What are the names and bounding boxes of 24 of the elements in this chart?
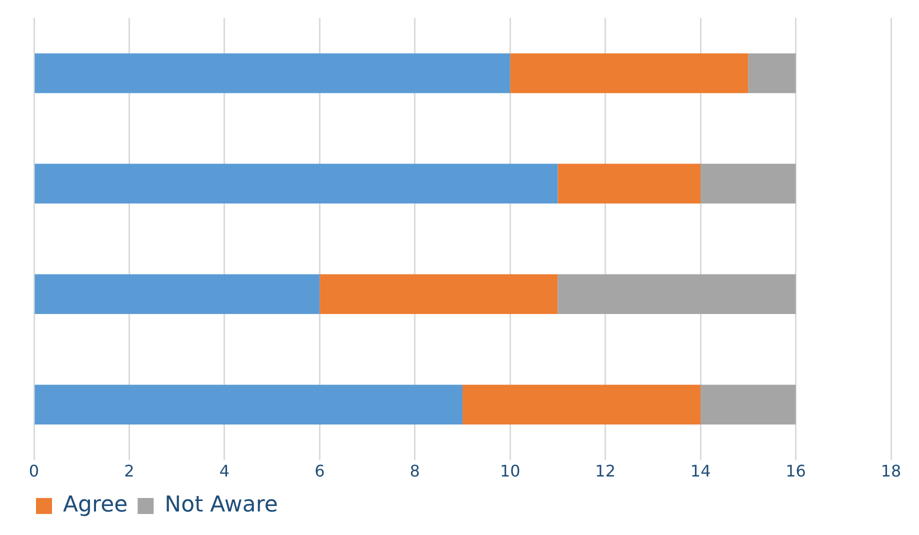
bar	[558, 274, 796, 314]
bar	[700, 164, 796, 204]
x-tick-label: 18	[880, 462, 902, 481]
legend-label: Not Aware	[164, 492, 278, 518]
bar	[462, 384, 701, 424]
x-tick-label: 2	[124, 462, 134, 481]
bar	[34, 164, 558, 204]
x-tick-label: 8	[410, 462, 420, 481]
bar	[700, 384, 796, 424]
bar	[748, 53, 796, 94]
bar	[34, 274, 320, 314]
x-tick-label: 14	[690, 462, 711, 481]
x-tick-label: 6	[314, 462, 325, 481]
x-tick-label: 0	[28, 462, 40, 481]
x-tick-label: 4	[219, 462, 230, 481]
legend-label: Agree	[63, 492, 128, 518]
x-tick-label: 16	[786, 462, 806, 481]
bar	[34, 384, 462, 424]
bar	[320, 274, 558, 314]
x-tick-label: 12	[595, 462, 616, 481]
bar	[34, 53, 510, 94]
bar	[558, 164, 701, 204]
x-tick-label: 10	[500, 462, 520, 481]
bar	[510, 53, 748, 94]
